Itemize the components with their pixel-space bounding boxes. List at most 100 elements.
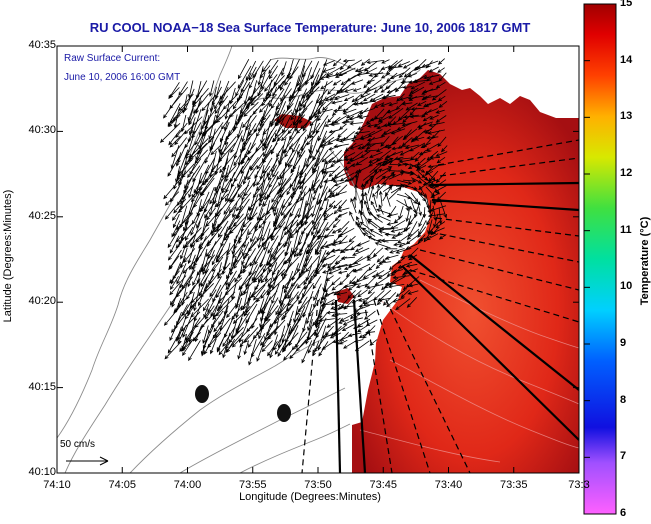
current-vector	[163, 304, 182, 326]
current-vector	[271, 257, 286, 276]
current-vector	[168, 255, 180, 271]
current-vector	[436, 156, 446, 164]
current-vector	[357, 122, 371, 130]
current-vector	[410, 81, 426, 90]
current-vector	[213, 213, 231, 233]
current-vector	[262, 108, 272, 121]
current-vector	[386, 122, 405, 127]
current-vector	[299, 185, 315, 201]
current-vector	[201, 121, 217, 138]
current-vector	[321, 340, 335, 350]
y-tick-label: 40:20	[28, 295, 56, 308]
current-vector	[337, 102, 347, 110]
scale-label: 50 cm/s	[60, 439, 96, 450]
colorbar-tick-label: 11	[620, 223, 632, 236]
current-vector	[332, 79, 342, 86]
current-vector	[413, 79, 432, 84]
current-vector	[187, 158, 202, 179]
current-vector	[418, 213, 425, 228]
current-vector	[342, 58, 355, 63]
colorbar-tick-label: 7	[620, 450, 627, 463]
current-vector	[380, 73, 391, 79]
current-vector	[405, 206, 411, 223]
current-vector	[260, 284, 273, 299]
current-vector	[271, 283, 280, 305]
current-vector	[427, 164, 446, 169]
current-vector	[248, 72, 258, 89]
current-vector	[164, 199, 182, 220]
current-vector	[234, 269, 243, 283]
current-vector	[402, 171, 415, 176]
current-vector	[417, 234, 426, 244]
current-vector	[283, 233, 292, 248]
current-vector	[343, 152, 356, 159]
current-vector	[263, 185, 279, 201]
current-vector	[395, 247, 412, 254]
current-vector	[339, 275, 350, 286]
current-vector	[350, 79, 364, 85]
current-vector	[208, 114, 216, 140]
current-vector	[244, 165, 251, 181]
current-vector	[357, 324, 369, 333]
current-vector	[328, 200, 336, 208]
current-vector	[187, 107, 194, 125]
current-vector	[328, 145, 343, 151]
current-vector	[320, 165, 334, 172]
current-vector	[333, 143, 349, 148]
current-vector	[344, 115, 355, 123]
current-vector	[378, 204, 384, 215]
current-vector	[391, 145, 410, 151]
current-vector	[273, 200, 279, 217]
current-vector	[388, 186, 402, 200]
current-vector	[311, 193, 320, 218]
current-vector	[194, 326, 202, 343]
current-vector	[418, 235, 432, 242]
current-vector	[175, 213, 194, 230]
current-vector	[428, 122, 445, 127]
current-vector	[262, 200, 271, 226]
current-vector	[422, 88, 438, 94]
current-vector	[426, 150, 439, 161]
current-vector	[349, 114, 363, 121]
current-vector	[368, 157, 383, 167]
current-vector	[200, 338, 207, 356]
current-vector	[366, 142, 384, 147]
current-vector	[409, 142, 426, 152]
current-vector	[408, 283, 419, 288]
current-vector	[256, 149, 272, 170]
current-vector	[216, 338, 224, 353]
current-vector	[390, 128, 406, 135]
current-vector	[417, 100, 427, 106]
current-vector	[388, 172, 405, 180]
current-vector	[341, 324, 355, 332]
current-vector	[409, 114, 425, 119]
current-vector	[346, 156, 363, 164]
current-vector	[270, 88, 285, 109]
current-vector	[389, 72, 405, 80]
current-vector	[379, 226, 399, 231]
current-vector	[284, 240, 292, 257]
current-vector	[284, 143, 294, 158]
current-vector	[240, 150, 257, 175]
current-vector	[338, 339, 348, 345]
current-vector	[358, 100, 375, 105]
current-vector	[221, 179, 231, 194]
current-vector	[350, 305, 363, 320]
current-vector	[435, 115, 447, 123]
current-vector	[428, 66, 439, 73]
current-vector	[297, 296, 313, 313]
current-vector	[399, 149, 412, 156]
current-vector	[398, 158, 417, 164]
current-vector	[188, 80, 194, 99]
annotation-time: June 10, 2006 16:00 GMT	[64, 72, 181, 83]
y-tick-label: 40:35	[28, 39, 56, 51]
current-vector	[333, 207, 340, 215]
current-vector	[193, 179, 203, 194]
current-vector	[335, 184, 348, 197]
y-tick-label: 40:10	[28, 466, 56, 478]
current-vector	[422, 115, 432, 122]
current-vector	[231, 326, 252, 348]
current-vector	[261, 340, 273, 353]
current-vector	[358, 108, 375, 115]
